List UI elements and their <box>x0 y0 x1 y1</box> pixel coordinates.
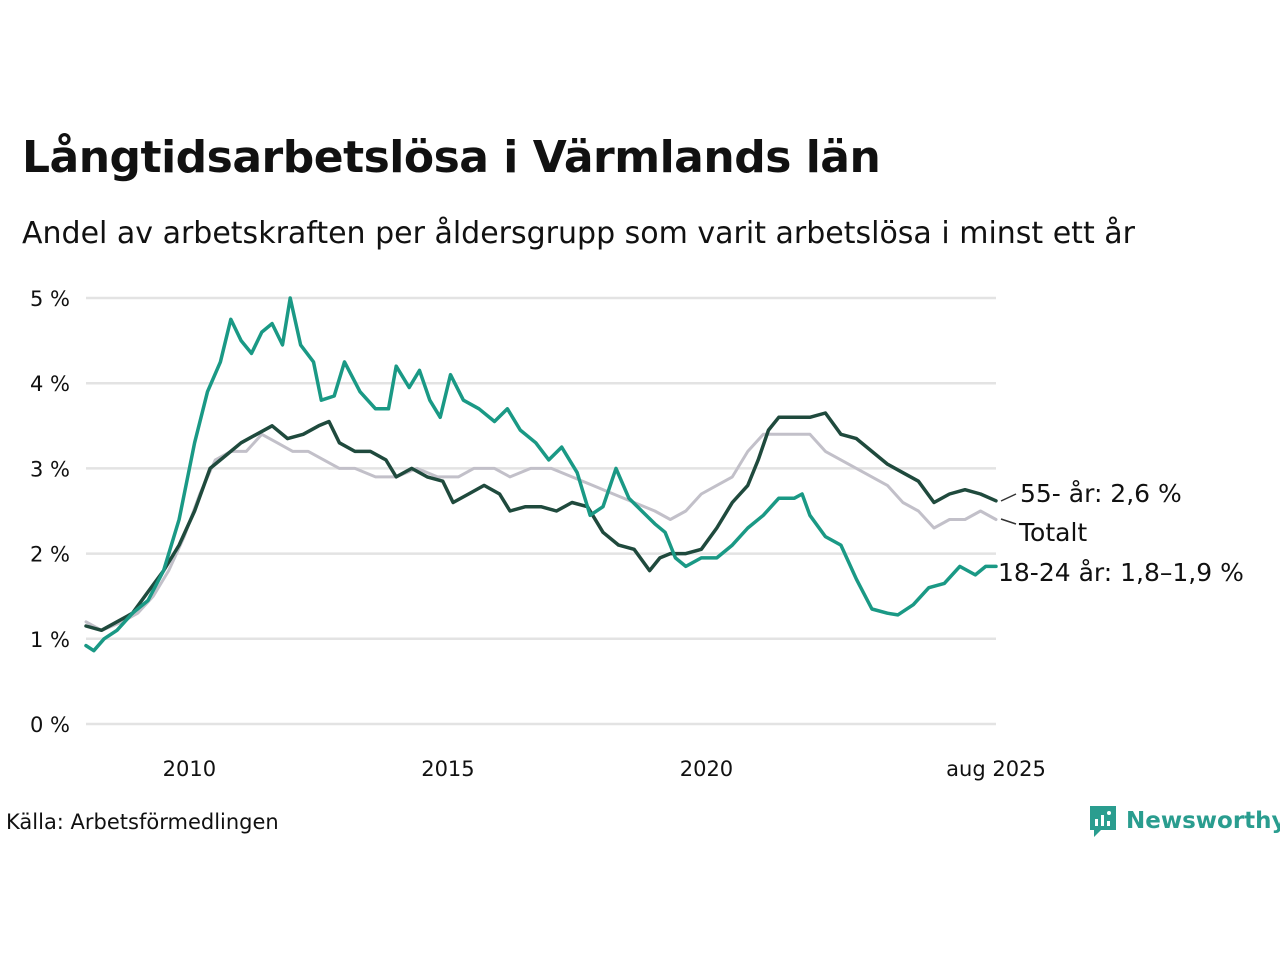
y-tick-label: 5 % <box>30 287 70 311</box>
y-tick-label: 1 % <box>30 628 70 652</box>
chart-subtitle: Andel av arbetskraften per åldersgrupp s… <box>22 216 1135 251</box>
x-tick-label: 2020 <box>680 757 733 781</box>
source-note: Källa: Arbetsförmedlingen <box>6 810 279 834</box>
label-leader-total <box>1000 518 1017 525</box>
y-tick-label: 0 % <box>30 713 70 737</box>
newsworthy-logo-icon <box>1090 806 1116 837</box>
series-line-young <box>84 296 998 653</box>
newsworthy-logo: Newsworthy <box>1088 804 1280 838</box>
label-leader-old <box>1000 493 1017 502</box>
x-tick-label: 2010 <box>163 757 216 781</box>
newsworthy-logo-text: Newsworthy <box>1126 808 1280 834</box>
series-label-total: Totalt <box>1018 518 1087 547</box>
x-tick-label: 2015 <box>421 757 474 781</box>
series-line-old <box>84 411 998 633</box>
chart-title: Långtidsarbetslösa i Värmlands län <box>22 132 881 183</box>
y-tick-label: 2 % <box>30 543 70 567</box>
y-tick-label: 3 % <box>30 457 70 481</box>
series-label-young: 18-24 år: 1,8–1,9 % <box>998 558 1244 587</box>
series-label-old: 55- år: 2,6 % <box>1020 479 1182 508</box>
y-tick-label: 4 % <box>30 372 70 396</box>
x-tick-label: aug 2025 <box>946 757 1046 781</box>
series-line-total <box>84 432 998 632</box>
